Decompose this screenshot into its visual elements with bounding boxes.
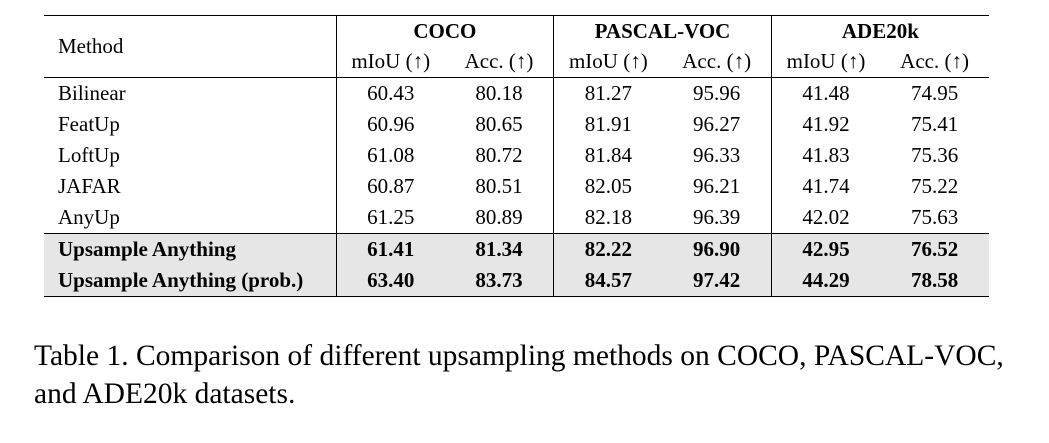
metric-header: Acc. (↑): [900, 49, 969, 73]
value-cell: 80.89: [475, 205, 523, 229]
dataset-header-ade20k: ADE20k: [770, 15, 989, 46]
value-cell: 44.29: [770, 265, 881, 297]
method-name-cell: JAFAR: [58, 174, 121, 198]
value-cell: 96.39: [693, 205, 741, 229]
method-name-cell: Upsample Anything: [44, 233, 337, 265]
table-row: AnyUp 61.25 80.89 82.18 96.39 42.02 75.63: [44, 202, 989, 234]
value-cell: 76.52: [880, 233, 989, 265]
value-cell: 80.51: [475, 174, 523, 198]
method-name-cell: LoftUp: [58, 143, 120, 167]
value-cell: 41.48: [770, 77, 881, 109]
value-cell: 74.95: [910, 81, 959, 105]
method-column-header: Method: [58, 34, 124, 58]
value-cell: 95.96: [693, 81, 741, 105]
dataset-header-coco: COCO: [335, 15, 554, 46]
dataset-header-pascal-voc: PASCAL-VOC: [553, 15, 772, 46]
value-cell: 96.33: [693, 143, 741, 167]
dataset-header-row: Method COCO PASCAL-VOC ADE20k: [44, 15, 989, 58]
value-cell: 96.21: [693, 174, 741, 198]
method-name-cell: Bilinear: [58, 81, 126, 105]
table-row: Bilinear 60.43 80.18 81.27 95.96 41.48 74.95: [44, 77, 989, 109]
table-row: LoftUp 61.08 80.72 81.84 96.33 41.83 75.36: [44, 140, 989, 171]
value-cell: 75.22: [910, 174, 959, 198]
value-cell: 80.65: [475, 112, 523, 136]
value-cell: 60.43: [335, 77, 445, 109]
table-row: JAFAR 60.87 80.51 82.05 96.21 41.74 75.22: [44, 171, 989, 202]
method-name-cell: FeatUp: [58, 112, 120, 136]
value-cell: 80.72: [475, 143, 523, 167]
value-cell: 75.63: [910, 205, 959, 229]
value-cell: 80.18: [475, 81, 523, 105]
method-name-cell: Upsample Anything (prob.): [44, 265, 337, 297]
value-cell: 84.57: [553, 265, 663, 297]
value-cell: 96.90: [662, 233, 772, 265]
value-cell: 61.25: [335, 202, 445, 234]
value-cell: 78.58: [880, 265, 989, 297]
value-cell: 96.27: [693, 112, 741, 136]
table-caption: Table 1. Comparison of different upsampl…: [34, 340, 1004, 410]
metric-header: mIoU (↑): [770, 46, 881, 78]
metric-header: mIoU (↑): [553, 46, 663, 78]
table-row: FeatUp 60.96 80.65 81.91 96.27 41.92 75.41: [44, 109, 989, 140]
value-cell: 97.42: [662, 265, 772, 297]
metric-header: Acc. (↑): [464, 49, 534, 73]
value-cell: 41.74: [770, 171, 881, 202]
results-table: Method COCO PASCAL-VOC ADE20k mIoU (↑) A…: [44, 15, 989, 297]
table-row: Upsample Anything (prob.) 63.40 83.73 84.57…: [44, 265, 989, 297]
value-cell: 81.91: [553, 109, 663, 140]
table-row: Upsample Anything 61.41 81.34 82.22 96.90 42.…: [44, 233, 989, 265]
value-cell: 81.84: [553, 140, 663, 171]
value-cell: 42.95: [770, 233, 881, 265]
value-cell: 82.22: [553, 233, 663, 265]
value-cell: 61.08: [335, 140, 445, 171]
method-name-cell: AnyUp: [58, 205, 120, 229]
metric-header: mIoU (↑): [335, 46, 445, 78]
value-cell: 60.96: [335, 109, 445, 140]
value-cell: 83.73: [444, 265, 554, 297]
metric-header-row: mIoU (↑) Acc. (↑) mIoU (↑) Acc. (↑) mIoU…: [44, 46, 989, 78]
value-cell: 75.41: [910, 112, 959, 136]
value-cell: 82.18: [553, 202, 663, 234]
value-cell: 42.02: [770, 202, 881, 234]
value-cell: 63.40: [335, 265, 445, 297]
value-cell: 41.83: [770, 140, 881, 171]
value-cell: 75.36: [910, 143, 959, 167]
value-cell: 81.27: [553, 77, 663, 109]
value-cell: 60.87: [335, 171, 445, 202]
value-cell: 61.41: [335, 233, 445, 265]
results-table-container: Method COCO PASCAL-VOC ADE20k mIoU (↑) A…: [44, 15, 989, 297]
value-cell: 81.34: [444, 233, 554, 265]
value-cell: 41.92: [770, 109, 881, 140]
metric-header: Acc. (↑): [682, 49, 752, 73]
value-cell: 82.05: [553, 171, 663, 202]
